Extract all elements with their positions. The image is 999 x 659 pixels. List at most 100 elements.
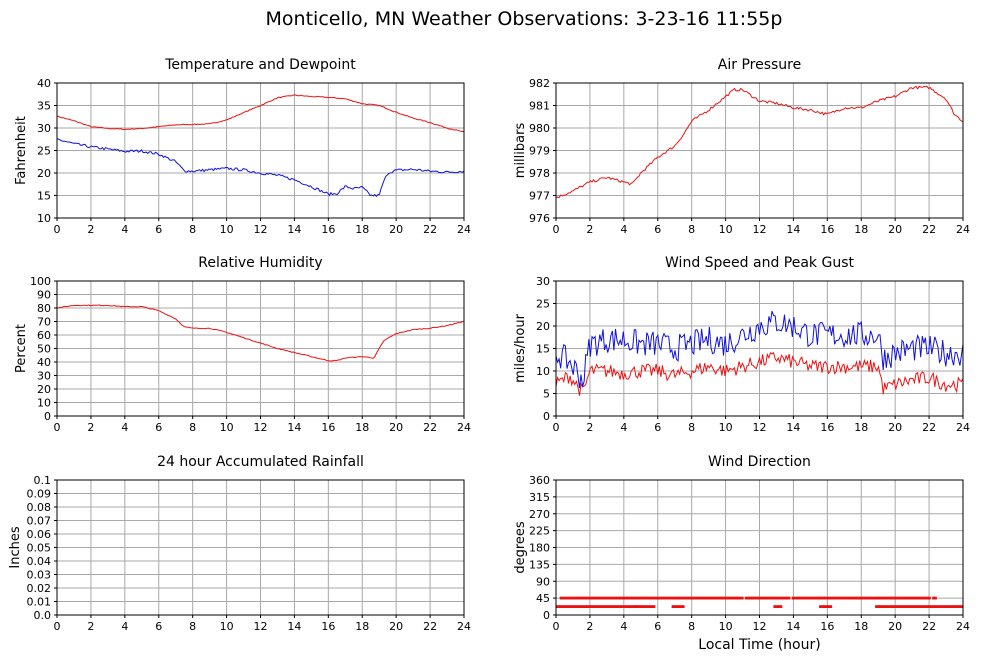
x-tick-label: 14 [786, 223, 800, 236]
direction-point [901, 605, 905, 608]
direction-point [761, 596, 764, 600]
direction-point [827, 605, 831, 608]
direction-point [915, 596, 919, 600]
x-tick-label: 22 [423, 620, 437, 633]
direction-point [646, 605, 650, 608]
direction-point [571, 596, 575, 600]
x-tick-label: 16 [321, 421, 335, 434]
direction-point [926, 605, 929, 608]
direction-point [879, 605, 882, 608]
x-tick-label: 2 [87, 620, 94, 633]
y-tick-label: 978 [529, 167, 550, 180]
x-tick-label: 0 [54, 620, 61, 633]
x-tick-label: 18 [854, 620, 868, 633]
direction-point [893, 596, 897, 600]
x-tick-label: 20 [389, 421, 403, 434]
direction-point [590, 596, 593, 600]
direction-point [903, 596, 907, 600]
direction-point [928, 605, 931, 608]
direction-point [819, 605, 822, 608]
direction-point [730, 596, 734, 600]
x-tick-label: 8 [688, 620, 695, 633]
direction-point [638, 605, 642, 608]
direction-point [708, 596, 711, 600]
y-tick-label: 30 [37, 370, 51, 383]
direction-point [605, 605, 608, 608]
direction-point [716, 596, 720, 600]
x-tick-label: 16 [820, 223, 834, 236]
y-tick-label: 60 [37, 329, 51, 342]
direction-point [913, 596, 917, 600]
direction-point [681, 596, 685, 600]
direction-point [573, 596, 577, 600]
direction-point [891, 596, 895, 600]
direction-point [779, 605, 783, 608]
direction-point [566, 605, 570, 608]
direction-point [586, 605, 590, 608]
direction-point [642, 605, 646, 608]
y-tick-label: 5 [543, 388, 550, 401]
x-tick-label: 12 [254, 620, 268, 633]
direction-point [751, 596, 754, 600]
direction-point [746, 596, 750, 600]
direction-point [881, 605, 884, 608]
direction-point [637, 596, 640, 600]
direction-point [576, 596, 579, 600]
direction-point [759, 596, 762, 600]
series-line-wind-0 [555, 351, 964, 396]
direction-point [893, 605, 897, 608]
direction-point [875, 605, 878, 608]
x-axis-label-direction: Local Time (hour) [698, 637, 820, 653]
direction-point [897, 605, 901, 608]
y-tick-label: 10 [37, 397, 51, 410]
direction-point [595, 605, 598, 608]
direction-point [630, 596, 634, 600]
direction-point [848, 596, 852, 600]
direction-point [791, 596, 795, 600]
direction-point [824, 596, 827, 600]
direction-point [832, 596, 836, 600]
direction-point [930, 605, 933, 608]
direction-point [689, 596, 693, 600]
chart-direction: Wind Direction degrees Local Time (hour) 0 2… [513, 454, 970, 653]
y-tick-label: 30 [536, 275, 550, 288]
direction-point [611, 605, 614, 608]
direction-point [578, 605, 582, 608]
direction-point [592, 596, 595, 600]
direction-point [799, 596, 803, 600]
x-tick-label: 0 [553, 421, 560, 434]
direction-point [928, 596, 931, 600]
series-line-humidity-0 [56, 304, 464, 362]
direction-point [814, 596, 817, 600]
direction-point [712, 596, 716, 600]
direction-point [728, 596, 732, 600]
y-tick-label: 0.06 [27, 528, 52, 541]
y-tick-label: 0.01 [27, 596, 52, 609]
y-tick-label: 70 [37, 316, 51, 329]
direction-point [632, 596, 636, 600]
direction-point [840, 596, 844, 600]
y-tick-label: 977 [529, 190, 550, 203]
y-tick-label: 979 [529, 145, 550, 158]
x-tick-label: 4 [121, 421, 128, 434]
direction-point [862, 596, 866, 600]
y-tick-label: 35 [37, 100, 51, 113]
x-tick-label: 4 [620, 620, 627, 633]
x-tick-label: 6 [654, 421, 661, 434]
x-tick-label: 4 [121, 223, 128, 236]
direction-point [826, 596, 830, 600]
direction-point [873, 596, 876, 600]
direction-point [576, 605, 580, 608]
direction-point [592, 605, 596, 608]
direction-point [586, 596, 589, 600]
direction-point [822, 596, 825, 600]
y-tick-label: 981 [529, 100, 550, 113]
direction-point [622, 596, 626, 600]
direction-point [567, 596, 571, 600]
direction-point [773, 596, 777, 600]
direction-point [565, 596, 569, 600]
direction-point [821, 605, 824, 608]
y-tick-label: 20 [37, 167, 51, 180]
